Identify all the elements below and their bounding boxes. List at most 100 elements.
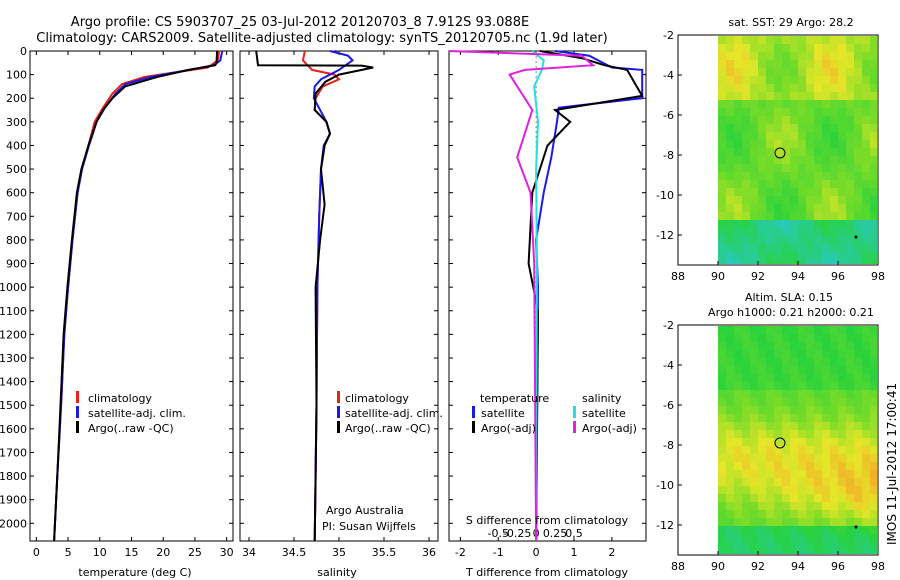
map-cell	[790, 326, 798, 334]
map-cell	[750, 228, 758, 236]
map-cell	[750, 414, 758, 422]
y-tick-label: -10	[656, 189, 674, 202]
map-cell	[814, 44, 822, 52]
map-cell	[782, 188, 790, 196]
map-cell	[806, 212, 814, 220]
map-cell	[814, 390, 822, 398]
map-cell	[822, 358, 830, 366]
map-cell	[726, 438, 734, 446]
map-cell	[862, 212, 870, 220]
map-cell	[814, 414, 822, 422]
map-cell	[774, 36, 782, 44]
map-cell	[822, 100, 830, 108]
map-cell	[782, 486, 790, 494]
map-cell	[718, 430, 726, 438]
map-cell	[774, 44, 782, 52]
plot-frame	[29, 50, 234, 542]
map-cell	[838, 100, 846, 108]
map-cell	[814, 92, 822, 100]
map-cell	[758, 494, 766, 502]
x-tick-label: 15	[125, 546, 139, 559]
map-cell	[838, 398, 846, 406]
map-cell	[782, 196, 790, 204]
map-cell	[814, 244, 822, 252]
map-cell	[782, 430, 790, 438]
map-cell	[790, 406, 798, 414]
map-cell	[782, 180, 790, 188]
x-tick-label: 90	[711, 560, 725, 573]
map-cell	[774, 430, 782, 438]
map-cell	[798, 100, 806, 108]
map-cell	[822, 494, 830, 502]
map-cell	[766, 124, 774, 132]
map-cell	[774, 502, 782, 510]
map-cell	[758, 422, 766, 430]
map-cell	[726, 398, 734, 406]
map-cell	[846, 446, 854, 454]
map-cell	[726, 422, 734, 430]
map-cell	[806, 478, 814, 486]
map-cell	[814, 220, 822, 228]
map-cell	[862, 534, 870, 542]
map-cell	[750, 358, 758, 366]
map-cell	[750, 252, 758, 260]
map-cell	[750, 550, 758, 554]
salinity-legend: climatology satellite-adj. clim. Argo(..…	[337, 391, 443, 435]
legend-header-salinity: salinity	[582, 392, 622, 405]
map-cell	[774, 108, 782, 116]
map-cell	[758, 124, 766, 132]
map-cell	[750, 374, 758, 382]
map-cell	[870, 132, 877, 140]
map-cell	[814, 228, 822, 236]
map-cell	[750, 164, 758, 172]
map-cell	[854, 382, 862, 390]
map-cell	[870, 212, 877, 220]
map-cell	[806, 374, 814, 382]
map-cell	[742, 140, 750, 148]
map-cell	[766, 326, 774, 334]
map-cell	[798, 76, 806, 84]
map-cell	[798, 542, 806, 550]
map-cell	[718, 494, 726, 502]
sla-map-title-line2: Argo h1000: 0.21 h2000: 0.21	[708, 306, 874, 319]
map-cell	[758, 164, 766, 172]
map-cell	[862, 36, 870, 44]
map-cell	[854, 518, 862, 526]
map-cell	[814, 212, 822, 220]
map-cell	[758, 36, 766, 44]
map-cell	[766, 244, 774, 252]
map-cell	[814, 374, 822, 382]
map-cell	[806, 132, 814, 140]
map-cell	[870, 542, 877, 550]
map-cell	[830, 334, 838, 342]
map-cell	[782, 124, 790, 132]
map-cell	[758, 180, 766, 188]
map-cell	[854, 422, 862, 430]
map-cell	[846, 430, 854, 438]
map-cell	[766, 196, 774, 204]
map-cell	[830, 44, 838, 52]
map-cell	[854, 350, 862, 358]
map-cell	[814, 478, 822, 486]
map-cell	[862, 84, 870, 92]
map-cell	[774, 172, 782, 180]
map-cell	[846, 350, 854, 358]
map-cell	[822, 52, 830, 60]
map-cell	[782, 172, 790, 180]
map-cell	[782, 446, 790, 454]
map-cell	[838, 366, 846, 374]
map-cell	[822, 526, 830, 534]
y-tick-label: 300	[6, 116, 27, 129]
map-cell	[862, 252, 870, 260]
map-cell	[870, 116, 877, 124]
map-cell	[774, 374, 782, 382]
map-cell	[734, 140, 742, 148]
map-cell	[846, 68, 854, 76]
map-cell	[750, 382, 758, 390]
map-cell	[718, 438, 726, 446]
y-tick-label: -8	[663, 149, 674, 162]
map-cell	[806, 68, 814, 76]
map-cell	[806, 534, 814, 542]
map-cell	[830, 108, 838, 116]
